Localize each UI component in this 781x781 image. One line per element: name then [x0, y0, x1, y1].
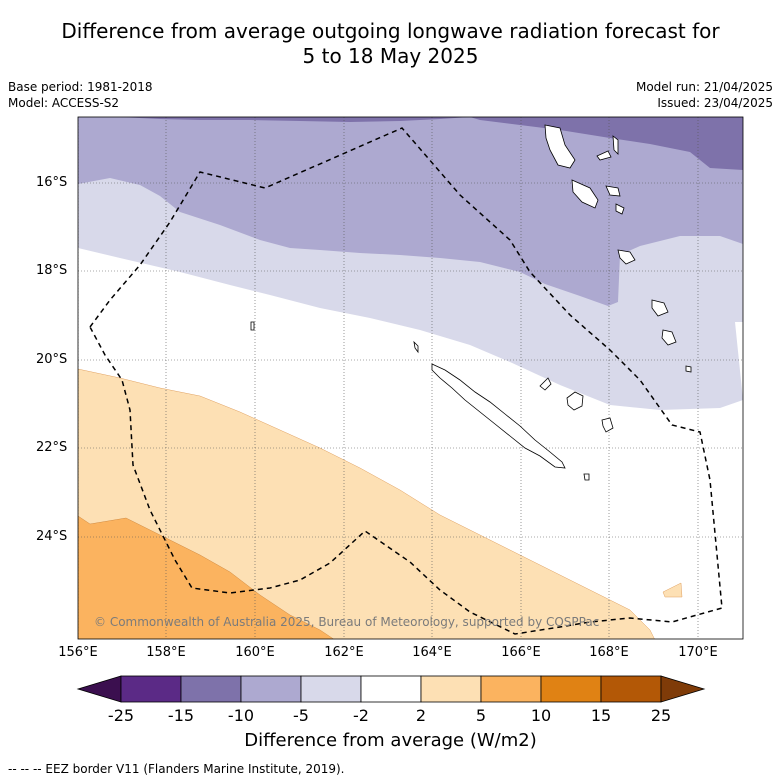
vanuatu-ambrym — [605, 185, 621, 197]
copyright-text: © Commonwealth of Australia 2025, Bureau… — [94, 615, 600, 629]
colorbar-segment — [180, 675, 242, 703]
vanuatu-epi — [615, 203, 625, 215]
colorbar-label-minus-2: -2 — [353, 706, 369, 725]
eez-border — [89, 127, 723, 635]
small-islet-2 — [413, 340, 419, 354]
colorbar-label-5: 5 — [475, 706, 487, 725]
y-tick-16s: 16°S — [36, 175, 68, 190]
colorbar-segment — [240, 675, 302, 703]
title-line-1: Difference from average outgoing longwav… — [61, 19, 720, 43]
map-frame — [77, 116, 744, 640]
colorbar-extend-low — [76, 675, 122, 703]
loyalty-island-1 — [539, 377, 552, 391]
vanuatu-pentecost — [612, 135, 619, 155]
colorbar-segment — [120, 675, 182, 703]
colorbar-label-minus-25: -25 — [107, 706, 135, 725]
colorbar-label-minus-10: -10 — [227, 706, 255, 725]
gridlines — [78, 117, 743, 639]
colorbar-segment — [420, 675, 482, 703]
new-caledonia-island — [431, 363, 566, 469]
x-tick-162e: 162°E — [324, 645, 364, 660]
model-run-text: Model run: 21/04/2025 — [635, 80, 773, 94]
colorbar-segment — [300, 675, 362, 703]
vanuatu-tanna — [661, 329, 677, 346]
title-line-2: 5 to 18 May 2025 — [302, 44, 479, 68]
y-tick-20s: 20°S — [36, 352, 68, 367]
small-islet-1 — [583, 473, 590, 481]
small-islet-3 — [250, 321, 255, 331]
loyalty-island-2 — [566, 391, 584, 411]
colorbar-segment — [480, 675, 542, 703]
y-tick-24s: 24°S — [36, 529, 68, 544]
issued-text: Issued: 23/04/2025 — [657, 96, 773, 110]
colorbar-label-25: 25 — [650, 706, 672, 725]
meta-right: Model run: 21/04/2025 Issued: 23/04/2025 — [636, 79, 773, 111]
colorbar-segment — [360, 675, 422, 703]
islands — [250, 124, 692, 481]
band-minus-5-to-minus-10 — [78, 117, 743, 306]
colorbar-segment — [540, 675, 602, 703]
vanuatu-efate — [617, 249, 636, 265]
band-5-to-10 — [78, 515, 334, 639]
colorbar-label-2: 2 — [415, 706, 427, 725]
model-text: Model: ACCESS-S2 — [8, 96, 120, 110]
band-2-to-5-small — [662, 582, 683, 598]
y-tick-18s: 18°S — [36, 263, 68, 278]
x-tick-158e: 158°E — [146, 645, 186, 660]
meta-left: Base period: 1981-2018 Model: ACCESS-S2 — [8, 79, 153, 111]
vanuatu-espiritu-santo — [544, 124, 576, 169]
loyalty-island-3 — [601, 417, 614, 433]
colorbar-label-15: 15 — [590, 706, 612, 725]
vanuatu-erromango — [651, 299, 669, 317]
x-tick-168e: 168°E — [589, 645, 629, 660]
x-tick-160e: 160°E — [235, 645, 275, 660]
vanuatu-aneityum — [685, 365, 692, 373]
map-title: Difference from average outgoing longwav… — [0, 19, 781, 69]
x-tick-156e: 156°E — [58, 645, 98, 660]
x-tick-164e: 164°E — [412, 645, 452, 660]
band-minus-10-to-minus-15-left — [120, 117, 470, 122]
x-tick-170e: 170°E — [678, 645, 718, 660]
colorbar-segment — [600, 675, 662, 703]
band-minus-10-to-minus-15 — [470, 117, 743, 170]
x-tick-166e: 166°E — [501, 645, 541, 660]
eez-legend-text: -- -- -- EEZ border V11 (Flanders Marine… — [8, 762, 345, 776]
colorbar-extend-high — [660, 675, 706, 703]
colorbar-label-10: 10 — [530, 706, 552, 725]
colorbar-label-minus-5: -5 — [293, 706, 309, 725]
colorbar-title: Difference from average (W/m2) — [244, 730, 537, 751]
vanuatu-north-islet — [596, 150, 612, 161]
y-tick-22s: 22°S — [36, 440, 68, 455]
base-period-text: Base period: 1981-2018 — [8, 80, 153, 94]
colorbar-label-minus-15: -15 — [167, 706, 195, 725]
vanuatu-malakula — [571, 179, 599, 209]
